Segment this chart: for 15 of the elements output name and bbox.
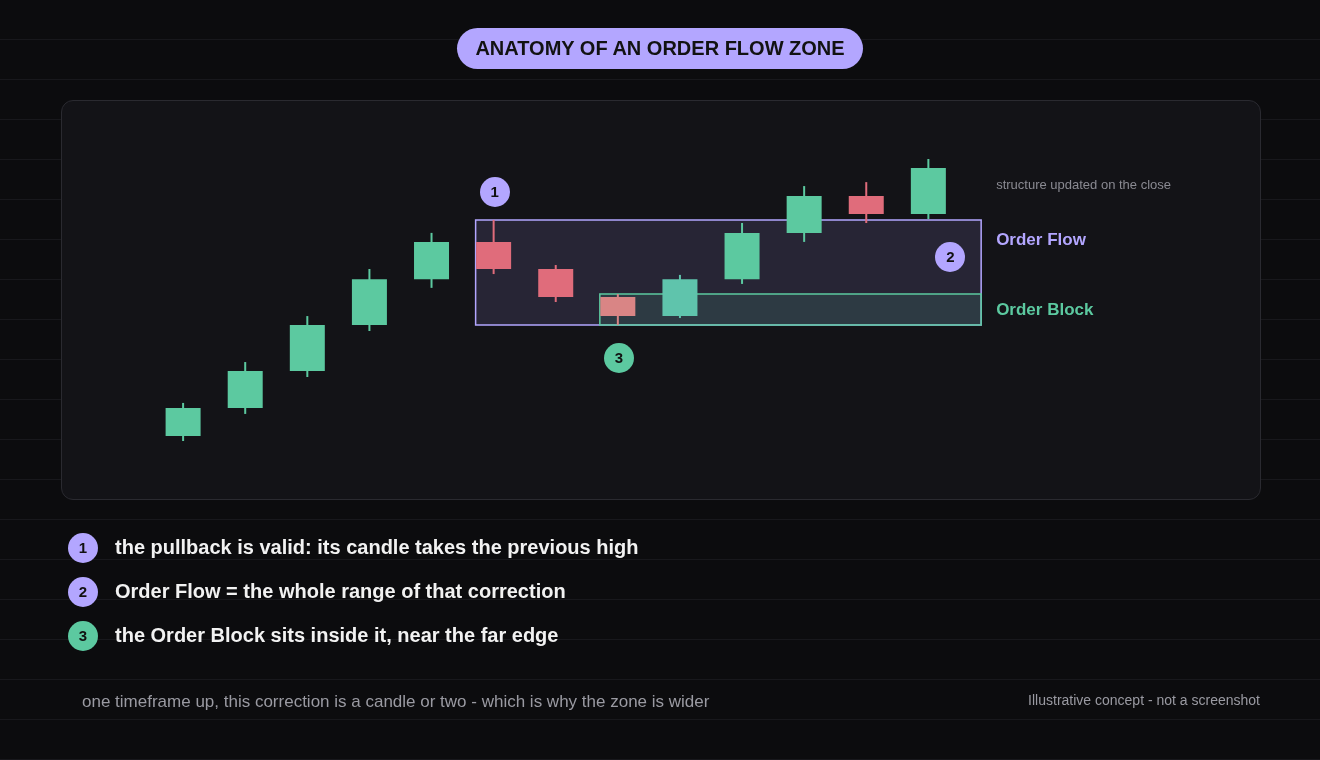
text: the pullback is valid: its candle takes the previous high [115,536,639,559]
text: the Order Block sits inside it, near the far edge [115,624,559,647]
numbered-circle: 1 [68,533,98,563]
chart-title: ANATOMY OF AN ORDER FLOW ZONE [457,28,863,69]
numbered-circle: 3 [603,343,634,374]
band-label: Order Flow [996,229,1086,250]
numbered-circle: 2 [68,577,98,607]
text: Order Flow = the whole range of that correction [115,580,566,603]
band-label: Order Block [996,299,1094,320]
numbered-circle: 3 [68,621,98,651]
numbered-circle: 1 [479,176,510,207]
text: one timeframe up, this correction is a candle or two - which is why the zone is wider [82,692,710,712]
numbered-circle: 2 [935,241,966,272]
text: structure updated on the close [996,177,1172,193]
text: Illustrative concept - not a screenshot [1028,692,1260,708]
